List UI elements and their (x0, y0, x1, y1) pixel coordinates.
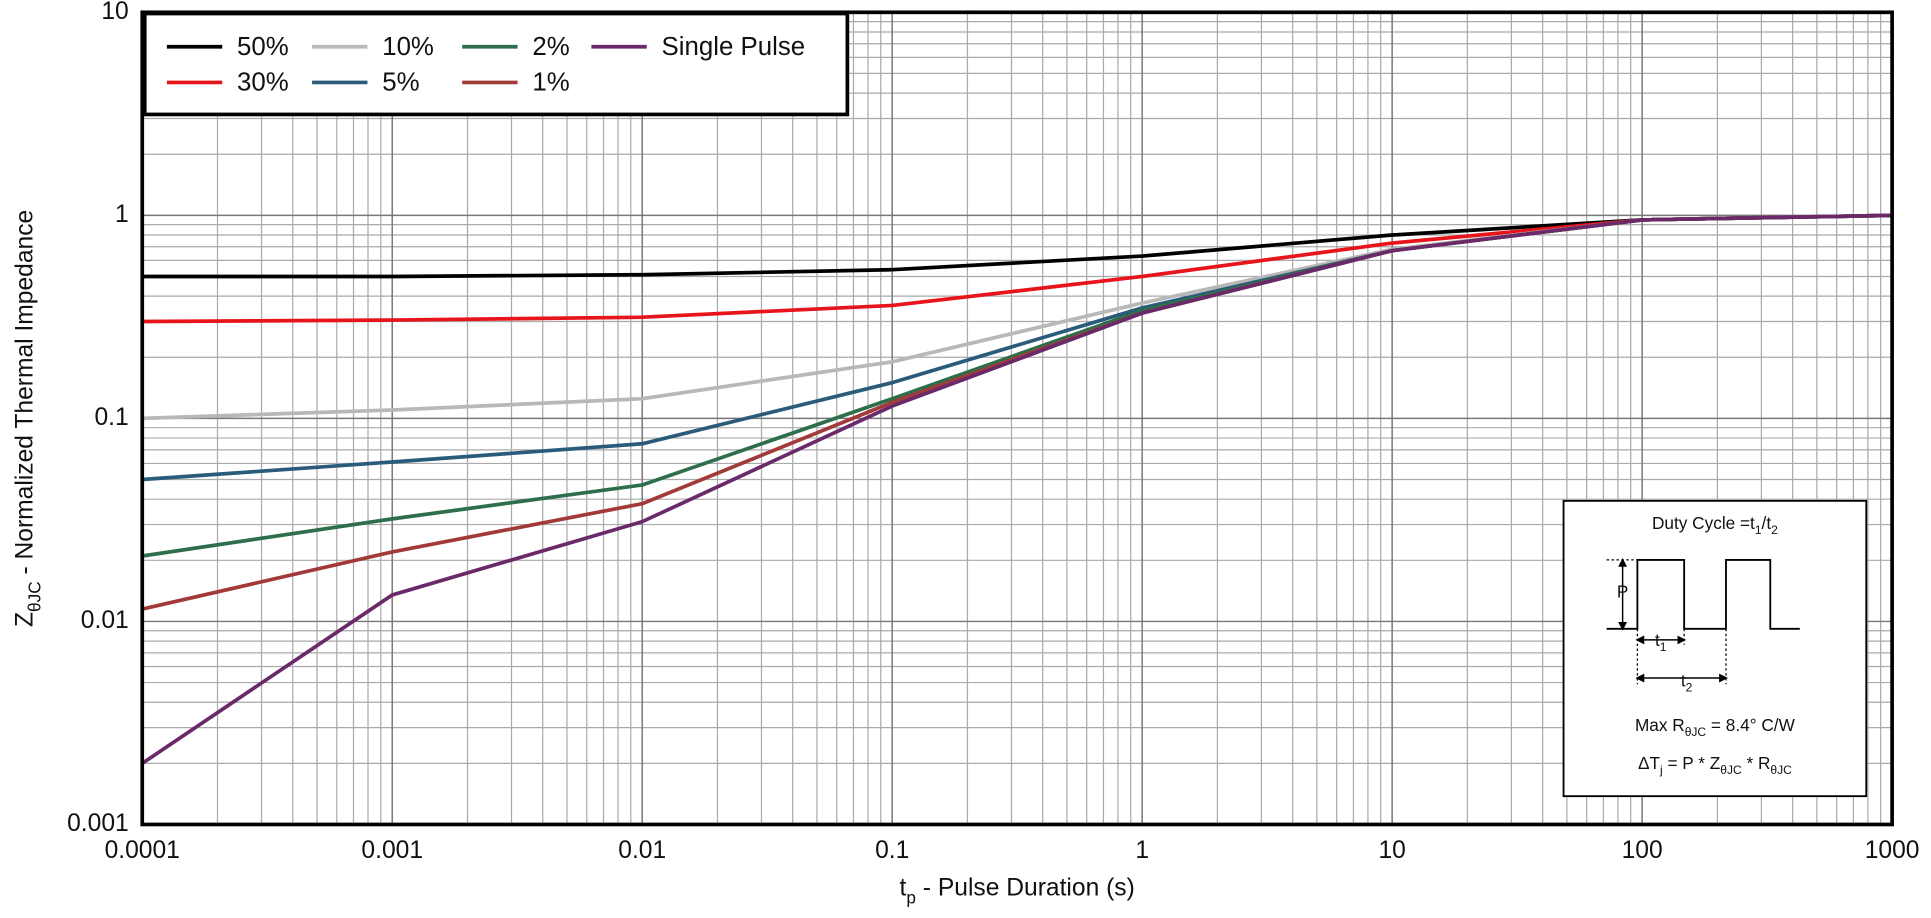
series-line (142, 213, 1893, 421)
legend-label: 10% (382, 33, 434, 61)
legend: 50% 30% 10% 5% 2% 1% Single Pulse (142, 11, 850, 117)
x-tick-label: 0.0001 (105, 837, 180, 864)
annotation-text: Max RθJC = 8.4° C/W (1635, 715, 1796, 740)
annotation-frame (1562, 499, 1868, 798)
legend-label: Single Pulse (662, 33, 806, 61)
text-part: t (900, 874, 907, 901)
text-part: Z (11, 612, 38, 627)
text-part: * R (1742, 753, 1771, 773)
text-part: /t (1762, 513, 1772, 533)
legend-label: 30% (237, 69, 289, 97)
text-part: t (1681, 670, 1686, 690)
y-tick-label: 10 (101, 0, 128, 25)
pulse-diagram (1606, 558, 1800, 630)
text-part: θJC (1685, 725, 1707, 739)
text-part: - Normalized Thermal Impedance (11, 210, 38, 582)
annotation-label: t1 (1655, 630, 1667, 655)
text-part: θJC (1770, 763, 1792, 777)
text-part: θJC (1720, 763, 1742, 777)
plot-frame (140, 10, 1894, 827)
text-part: j (1659, 763, 1663, 777)
annotation-text: ΔTj = P * ZθJC * RθJC (1638, 753, 1792, 778)
series-line (142, 213, 1893, 324)
y-axis-label: ZθJC - Normalized Thermal Impedance (11, 210, 44, 627)
text-part: 1 (1660, 640, 1667, 654)
text-part: ΔT (1638, 753, 1661, 773)
x-tick-label: 100 (1622, 837, 1663, 864)
y-tick-label: 1 (115, 201, 129, 228)
annotation-label: P (1617, 582, 1629, 602)
series-line (142, 213, 1893, 482)
legend-label: 5% (382, 69, 419, 97)
text-part: Duty Cycle =t (1652, 513, 1755, 533)
text-part: = 8.4° C/W (1706, 715, 1795, 735)
text-part: 2 (1686, 681, 1693, 695)
x-tick-label: 0.1 (875, 837, 909, 864)
text-part: θJC (24, 581, 44, 612)
x-axis-label: tp - Pulse Duration (s) (900, 874, 1135, 907)
x-tick-label: 10 (1378, 837, 1405, 864)
legend-box (142, 11, 850, 117)
text-part: Max R (1635, 715, 1685, 735)
y-tick-label: 0.01 (81, 607, 129, 634)
text-part: t (1655, 630, 1660, 650)
text-part: = P * Z (1663, 753, 1721, 773)
x-tick-label: 0.01 (618, 837, 666, 864)
legend-label: 2% (532, 33, 569, 61)
text-part: 2 (1771, 523, 1778, 537)
x-tick-label: 1 (1135, 837, 1149, 864)
text-part: p (906, 887, 916, 907)
y-tick-label: 0.1 (94, 404, 128, 431)
y-tick-label: 0.001 (67, 810, 129, 837)
text-part: - Pulse Duration (s) (916, 874, 1135, 901)
ticks: 0.0001 0.001 0.01 0.1 1 10 100 10000.0010.010.1… (67, 0, 1919, 864)
annotation-title: Duty Cycle =t1/t2 (1652, 513, 1778, 538)
lines (141, 213, 1893, 765)
legend-label: 1% (532, 69, 569, 97)
text-part: 1 (1755, 523, 1762, 537)
legend-label: 50% (237, 33, 289, 61)
annotation-label: t2 (1681, 670, 1693, 695)
series-line (141, 213, 1893, 765)
x-tick-label: 1000 (1865, 837, 1920, 864)
x-tick-label: 0.001 (361, 837, 423, 864)
